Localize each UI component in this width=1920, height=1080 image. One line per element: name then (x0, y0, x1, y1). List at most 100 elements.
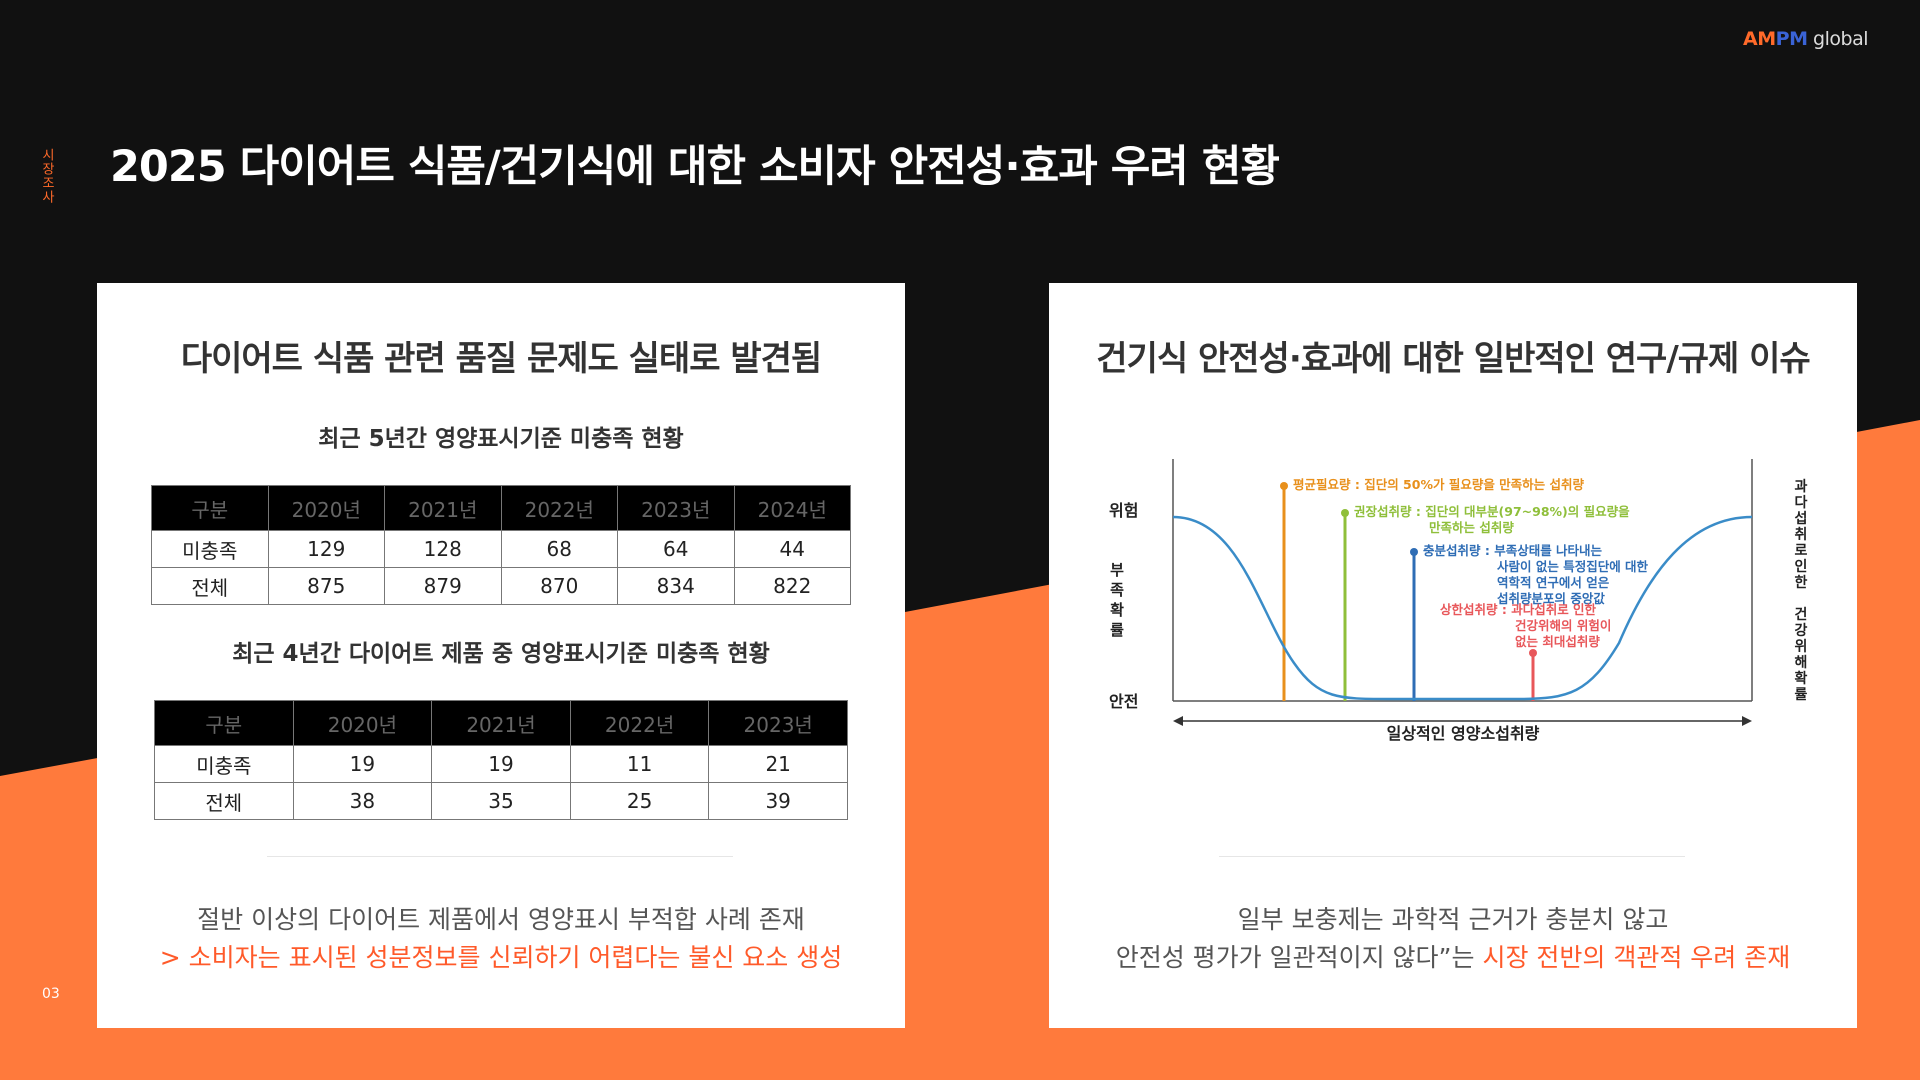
table-header-row: 구분 2020년 2021년 2022년 2023년 (154, 700, 848, 746)
table-cell: 38 (292, 782, 433, 820)
right-axis-char: 과 (1795, 479, 1808, 495)
right-axis-char: 섭 (1795, 511, 1808, 527)
page-title: 2025 다이어트 식품/건기식에 대한 소비자 안전성·효과 우려 현황 (110, 142, 1280, 192)
table-cell: 44 (733, 530, 851, 568)
left-axis-char: 확 (1110, 601, 1124, 619)
risk-curve (1172, 515, 1753, 701)
table-cell: 870 (500, 567, 618, 605)
table-row: 미충족 129 128 68 64 44 (151, 530, 851, 568)
arrow-right-icon (1742, 716, 1752, 726)
table-cell: 64 (617, 530, 735, 568)
marker-label-line: 건강위해의 위험이 (1515, 618, 1611, 633)
right-axis-char: 확 (1795, 670, 1808, 687)
table-cell: 35 (431, 782, 571, 820)
right-axis-char: 인 (1795, 558, 1808, 575)
table-cell: 미충족 (154, 745, 294, 783)
right-axis-char: 한 (1795, 575, 1808, 591)
table-cell: 822 (733, 567, 851, 605)
right-axis-char: 다 (1795, 495, 1808, 511)
right-axis-char: 강 (1795, 622, 1808, 639)
marker-dot-ear (1280, 482, 1288, 490)
right-axis-char: 률 (1795, 686, 1808, 703)
table-header-cell: 구분 (151, 485, 269, 531)
table-header-cell: 구분 (154, 700, 294, 746)
table2-title: 최근 4년간 다이어트 제품 중 영양표시기준 미충족 현황 (232, 641, 770, 667)
left-conclusion: 절반 이상의 다이어트 제품에서 영양표시 부적합 사례 존재 > 소비자는 표… (97, 901, 905, 977)
table-header-cell: 2022년 (500, 485, 618, 531)
card-title: 건기식 안전성·효과에 대한 일반적인 연구/규제 이슈 (1096, 339, 1810, 379)
conclusion-line-2: > 소비자는 표시된 성분정보를 신뢰하기 어렵다는 불신 요소 생성 (159, 943, 843, 972)
divider (1219, 856, 1685, 857)
arrow-left-icon (1173, 716, 1183, 726)
y-top-label: 위험 (1109, 501, 1138, 520)
card-title: 다이어트 식품 관련 품질 문제도 실태로 발견됨 (180, 339, 822, 379)
table-header-cell: 2020년 (267, 485, 385, 531)
table-header-cell: 2021년 (384, 485, 502, 531)
table-cell: 879 (384, 567, 502, 605)
right-axis-char: 위 (1795, 639, 1808, 655)
marker-label-line: 섭취량분포의 중앙값 (1497, 591, 1605, 606)
marker-label-line: 충분섭취량 : 부족상태를 나타내는 (1423, 543, 1603, 558)
table1-title: 최근 5년간 영양표시기준 미충족 현황 (318, 426, 684, 452)
divider (267, 856, 733, 857)
conclusion-line-2b: 시장 전반의 객관적 우려 존재 (1482, 943, 1791, 972)
diet-product-4yr-table: 구분 2020년 2021년 2022년 2023년 미충족 19 19 11 21 전체 38 35… (154, 700, 848, 820)
quality-issue-card: 다이어트 식품 관련 품질 문제도 실태로 발견됨 최근 5년간 영양표시기준 … (97, 283, 905, 1028)
marker-label-line: 평균필요량 : 집단의 50%가 필요량을 만족하는 섭취량 (1293, 477, 1585, 492)
marker-label-line: 없는 최대섭취량 (1515, 634, 1600, 649)
table-cell: 834 (617, 567, 735, 605)
left-axis-char: 부 (1110, 561, 1124, 579)
table-cell: 39 (708, 782, 848, 820)
table-header-cell: 2023년 (708, 700, 848, 746)
table-header-cell: 2022년 (569, 700, 710, 746)
right-axis-char: 로 (1795, 543, 1808, 559)
table-row: 전체 875 879 870 834 822 (151, 567, 851, 605)
table-cell: 68 (500, 530, 618, 568)
left-axis-char: 률 (1110, 621, 1124, 639)
table-cell: 875 (267, 567, 385, 605)
table-cell: 미충족 (151, 530, 269, 568)
table-cell: 전체 (154, 782, 294, 820)
table-cell: 19 (431, 745, 571, 783)
marker-dot-rni (1341, 509, 1349, 517)
brand-logo: AMPM global (1743, 28, 1868, 50)
right-axis-char: 해 (1795, 655, 1808, 671)
y-bottom-label: 안전 (1109, 692, 1138, 711)
table-cell: 전체 (151, 567, 269, 605)
table-header-cell: 2020년 (292, 700, 433, 746)
marker-label-line: 권장섭취량 : 집단의 대부분(97~98%)의 필요량을 (1354, 504, 1630, 519)
x-axis-label: 일상적인 영양소섭취량 (1387, 724, 1540, 743)
section-label: 시장조사 (39, 148, 54, 204)
marker-label-line: 만족하는 섭취량 (1429, 520, 1514, 535)
right-axis-char: 취 (1795, 527, 1808, 543)
table-header-cell: 2023년 (617, 485, 735, 531)
conclusion-line-1: 절반 이상의 다이어트 제품에서 영양표시 부적합 사례 존재 (197, 905, 805, 934)
conclusion-line-1: 일부 보충제는 과학적 근거가 충분치 않고 (1237, 905, 1669, 934)
right-axis-char: 건 (1795, 606, 1808, 623)
table-header-cell: 2024년 (733, 485, 851, 531)
conclusion-line-2: 안전성 평가가 일관적이지 않다”는 시장 전반의 객관적 우려 존재 (1049, 939, 1857, 977)
marker-dot-ul (1529, 649, 1537, 657)
marker-label-line: 상한섭취량 : 과다섭취로 인한 (1440, 602, 1597, 617)
table-cell: 25 (569, 782, 710, 820)
marker-label-line: 사람이 없는 특정집단에 대한 (1497, 559, 1649, 574)
table-row: 미충족 19 19 11 21 (154, 745, 848, 783)
conclusion-line-2a: 안전성 평가가 일관적이지 않다”는 (1115, 943, 1483, 972)
table-cell: 21 (708, 745, 848, 783)
table-cell: 11 (569, 745, 710, 783)
table-row: 전체 38 35 25 39 (154, 782, 848, 820)
right-conclusion: 일부 보충제는 과학적 근거가 충분치 않고 안전성 평가가 일관적이지 않다”… (1049, 901, 1857, 977)
marker-dot-ai (1410, 548, 1418, 556)
page-number: 03 (42, 986, 60, 1002)
table-header-cell: 2021년 (431, 700, 571, 746)
table-cell: 129 (267, 530, 385, 568)
marker-label-line: 역학적 연구에서 얻은 (1497, 575, 1610, 590)
table-cell: 19 (292, 745, 433, 783)
table-header-row: 구분 2020년 2021년 2022년 2023년 2024년 (151, 485, 851, 531)
left-axis-char: 족 (1110, 581, 1124, 599)
